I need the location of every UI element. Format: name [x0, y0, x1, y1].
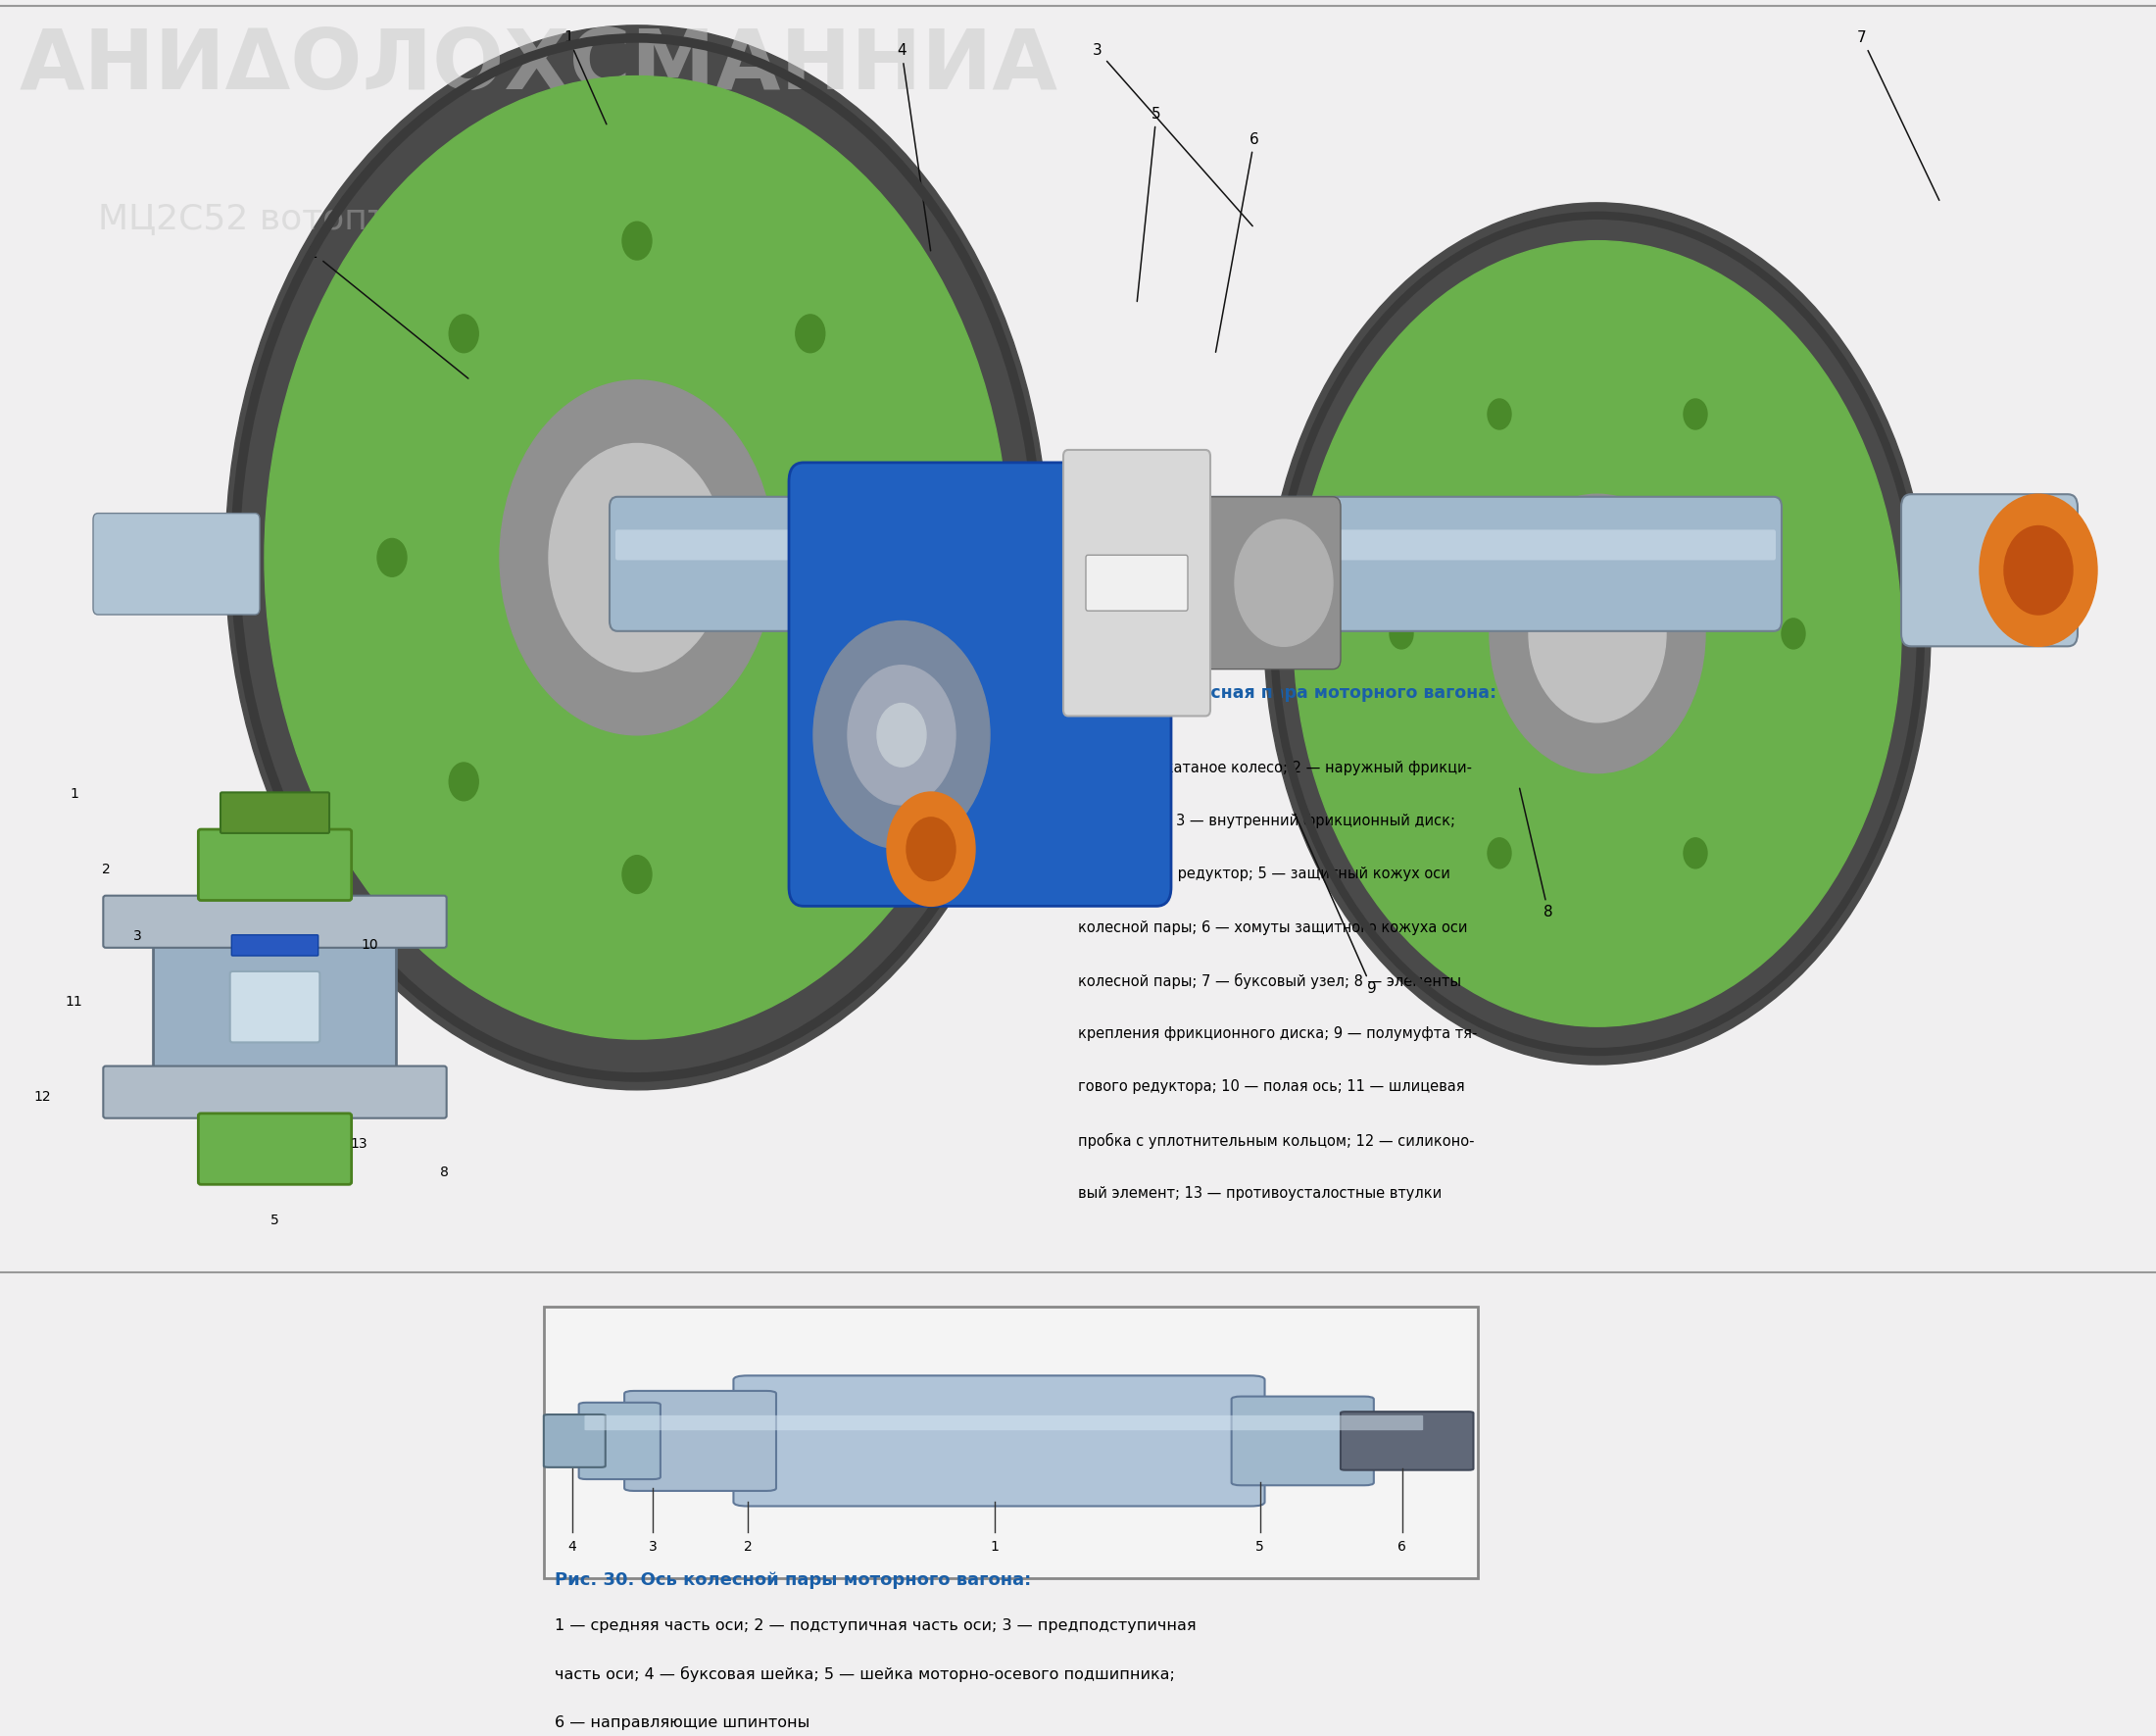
- Text: 6: 6: [1216, 132, 1259, 352]
- Circle shape: [1781, 618, 1805, 649]
- Text: 3: 3: [649, 1540, 658, 1554]
- Circle shape: [1263, 203, 1930, 1064]
- Text: 3: 3: [1093, 43, 1253, 226]
- Circle shape: [1490, 495, 1705, 773]
- Circle shape: [1235, 519, 1332, 646]
- FancyBboxPatch shape: [103, 1066, 446, 1118]
- Circle shape: [1488, 838, 1511, 868]
- FancyBboxPatch shape: [231, 972, 319, 1042]
- Text: 12: 12: [34, 1090, 52, 1104]
- Text: онный диск; 3 — внутренний фрикционный диск;: онный диск; 3 — внутренний фрикционный д…: [1078, 814, 1455, 828]
- FancyBboxPatch shape: [1902, 495, 2078, 646]
- Text: 9: 9: [1296, 814, 1378, 996]
- Text: 5: 5: [272, 1213, 278, 1227]
- Circle shape: [1488, 399, 1511, 429]
- FancyBboxPatch shape: [93, 514, 259, 615]
- FancyBboxPatch shape: [1149, 496, 1341, 668]
- Circle shape: [500, 380, 774, 734]
- FancyBboxPatch shape: [543, 1415, 606, 1467]
- Text: 4: 4: [897, 43, 931, 250]
- Circle shape: [448, 762, 479, 800]
- Text: 1 — средняя часть оси; 2 — подступичная часть оси; 3 — предподступичная: 1 — средняя часть оси; 2 — подступичная …: [554, 1618, 1197, 1632]
- Text: 2: 2: [101, 863, 110, 877]
- Text: гового редуктора; 10 — полая ось; 11 — шлицевая: гового редуктора; 10 — полая ось; 11 — ш…: [1078, 1080, 1464, 1094]
- Text: 8: 8: [440, 1167, 448, 1179]
- Circle shape: [847, 665, 955, 806]
- Circle shape: [877, 703, 927, 767]
- Circle shape: [1294, 241, 1902, 1026]
- FancyBboxPatch shape: [1341, 1411, 1473, 1470]
- Circle shape: [623, 856, 651, 894]
- FancyBboxPatch shape: [231, 936, 319, 957]
- Text: 2: 2: [308, 247, 468, 378]
- Text: вый элемент; 13 — противоусталостные втулки: вый элемент; 13 — противоусталостные вту…: [1078, 1186, 1442, 1201]
- Circle shape: [1391, 618, 1412, 649]
- Circle shape: [1684, 399, 1708, 429]
- FancyBboxPatch shape: [584, 1415, 1423, 1430]
- Circle shape: [1684, 838, 1708, 868]
- Circle shape: [2005, 526, 2072, 615]
- FancyBboxPatch shape: [789, 462, 1171, 906]
- Text: 1: 1: [990, 1540, 998, 1554]
- FancyBboxPatch shape: [103, 896, 446, 948]
- FancyBboxPatch shape: [198, 830, 351, 901]
- Circle shape: [448, 314, 479, 352]
- Circle shape: [796, 762, 826, 800]
- Text: АНИΔОЛОХСМАННИА: АНИΔОЛОХСМАННИА: [19, 26, 1059, 106]
- Text: 1 — цельнокатаное колесо; 2 — наружный фрикци-: 1 — цельнокатаное колесо; 2 — наружный ф…: [1078, 760, 1473, 774]
- Text: часть оси; 4 — буксовая шейка; 5 — шейка моторно-осевого подшипника;: часть оси; 4 — буксовая шейка; 5 — шейка…: [554, 1667, 1175, 1682]
- Text: Рис. 29. Колесная пара моторного вагона:: Рис. 29. Колесная пара моторного вагона:: [1078, 684, 1496, 701]
- Text: колесной пары; 7 — буксовый узел; 8 — элементы: колесной пары; 7 — буксовый узел; 8 — эл…: [1078, 974, 1462, 990]
- Text: 10: 10: [362, 939, 379, 951]
- Circle shape: [1979, 495, 2098, 646]
- FancyBboxPatch shape: [1087, 491, 1138, 635]
- Text: крепления фрикционного диска; 9 — полумуфта тя-: крепления фрикционного диска; 9 — полуму…: [1078, 1026, 1477, 1042]
- FancyBboxPatch shape: [979, 491, 1031, 635]
- FancyBboxPatch shape: [198, 1113, 351, 1184]
- Text: 4 — тяговый редуктор; 5 — защитный кожух оси: 4 — тяговый редуктор; 5 — защитный кожух…: [1078, 866, 1451, 882]
- FancyBboxPatch shape: [1231, 1396, 1373, 1486]
- Text: 5: 5: [1136, 106, 1162, 302]
- Text: 13: 13: [351, 1137, 369, 1151]
- Text: 5: 5: [1255, 1540, 1263, 1554]
- Text: 3: 3: [134, 929, 142, 943]
- Text: 11: 11: [65, 995, 82, 1009]
- FancyBboxPatch shape: [578, 1403, 660, 1479]
- FancyBboxPatch shape: [543, 1305, 1479, 1578]
- FancyBboxPatch shape: [153, 941, 397, 1073]
- Text: 1: 1: [563, 31, 606, 125]
- Text: 8: 8: [1520, 788, 1552, 920]
- Circle shape: [906, 818, 955, 880]
- Circle shape: [796, 314, 826, 352]
- Circle shape: [886, 792, 975, 906]
- Circle shape: [226, 26, 1048, 1090]
- FancyBboxPatch shape: [733, 1375, 1266, 1507]
- Text: Рис. 30. Ось колесной пары моторного вагона:: Рис. 30. Ось колесной пары моторного ваг…: [554, 1571, 1031, 1588]
- Text: 1: 1: [69, 786, 78, 800]
- Text: МЦ2С52 вотопъелгний вотар: МЦ2С52 вотопъелгний вотар: [97, 203, 642, 236]
- Circle shape: [813, 621, 990, 849]
- Circle shape: [867, 538, 897, 576]
- FancyBboxPatch shape: [610, 496, 1781, 632]
- FancyBboxPatch shape: [1063, 450, 1210, 715]
- FancyBboxPatch shape: [220, 792, 330, 833]
- FancyBboxPatch shape: [625, 1391, 776, 1491]
- Circle shape: [377, 538, 407, 576]
- Circle shape: [623, 222, 651, 260]
- Circle shape: [550, 443, 724, 672]
- Text: 6: 6: [1397, 1540, 1406, 1554]
- Text: 7: 7: [1856, 31, 1938, 200]
- Text: 2: 2: [744, 1540, 752, 1554]
- Circle shape: [265, 76, 1009, 1040]
- Text: колесной пары; 6 — хомуты защитного кожуха оси: колесной пары; 6 — хомуты защитного кожу…: [1078, 920, 1468, 934]
- Text: 4: 4: [567, 1540, 576, 1554]
- FancyBboxPatch shape: [1087, 556, 1188, 611]
- Circle shape: [1529, 545, 1667, 722]
- Text: 6 — направляющие шпинтоны: 6 — направляющие шпинтоны: [554, 1715, 811, 1729]
- Text: пробка с уплотнительным кольцом; 12 — силиконо-: пробка с уплотнительным кольцом; 12 — си…: [1078, 1134, 1475, 1149]
- FancyBboxPatch shape: [614, 529, 1777, 561]
